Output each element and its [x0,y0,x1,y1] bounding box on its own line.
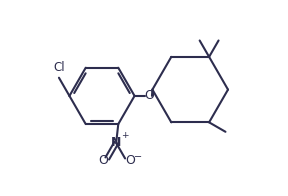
Text: O: O [125,154,135,167]
Text: O: O [144,89,154,102]
Text: Cl: Cl [53,61,65,74]
Text: O: O [98,154,108,167]
Text: N: N [111,136,121,150]
Text: +: + [122,132,129,141]
Text: −: − [134,152,142,162]
